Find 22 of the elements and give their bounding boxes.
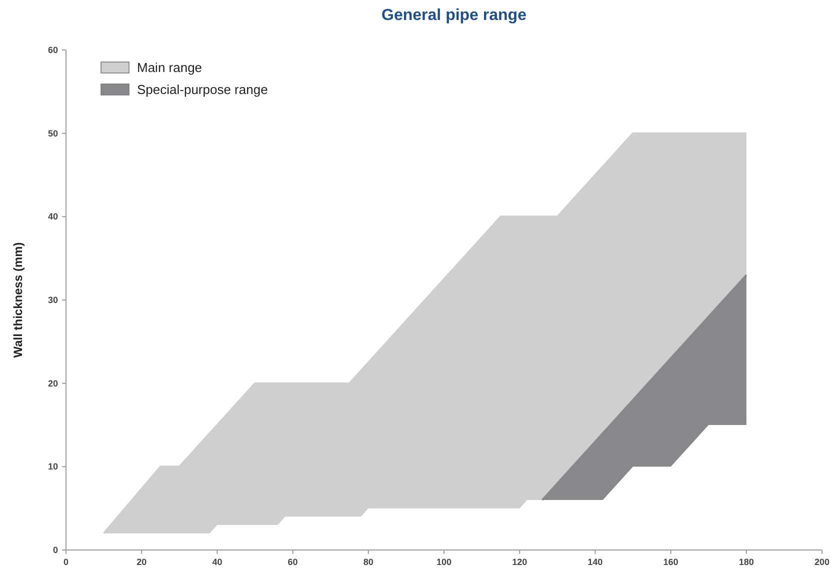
x-tick-label: 120 (512, 557, 528, 567)
x-tick-label: 200 (814, 557, 830, 567)
y-tick-label: 60 (48, 45, 58, 55)
x-tick-label: 20 (136, 557, 147, 567)
x-tick-label: 180 (738, 557, 754, 567)
chart-title: General pipe range (382, 7, 527, 24)
x-tick-label: 100 (436, 557, 452, 567)
y-tick-label: 10 (48, 462, 58, 472)
legend-label: Main range (137, 60, 202, 75)
y-tick-label: 30 (48, 295, 58, 305)
y-tick-label: 50 (48, 128, 58, 138)
y-axis-title: Wall thickness (mm) (11, 242, 25, 358)
x-tick-label: 0 (63, 557, 69, 567)
x-tick-label: 80 (363, 557, 374, 567)
x-tick-label: 40 (212, 557, 222, 567)
x-tick-label: 140 (588, 557, 603, 567)
y-tick-label: 20 (48, 378, 58, 388)
x-tick-label: 60 (288, 557, 298, 567)
y-tick-label: 0 (52, 545, 58, 555)
x-tick-label: 160 (663, 557, 678, 567)
y-tick-label: 40 (48, 212, 58, 222)
legend-label: Special-purpose range (137, 82, 268, 97)
